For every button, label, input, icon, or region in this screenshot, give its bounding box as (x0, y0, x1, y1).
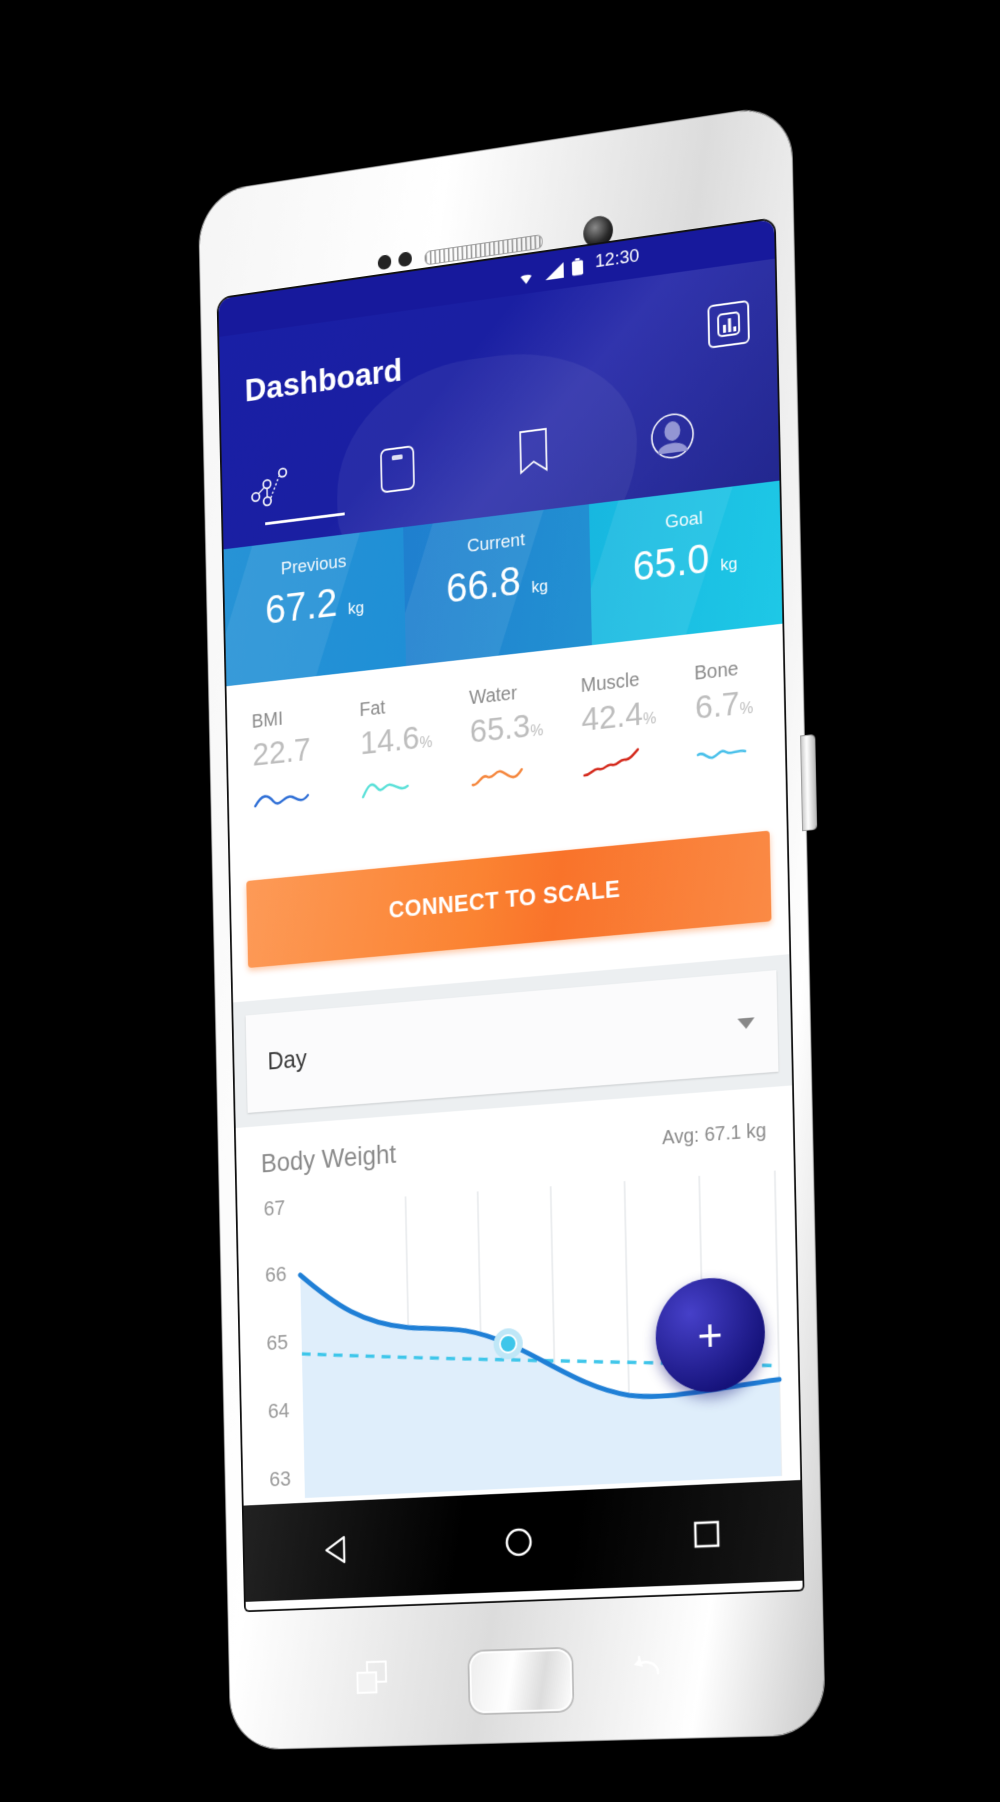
svg-text:66: 66 (265, 1263, 287, 1287)
svg-text:65: 65 (266, 1331, 288, 1355)
svg-text:63: 63 (269, 1467, 291, 1491)
svg-text:67: 67 (263, 1196, 285, 1220)
svg-text:64: 64 (268, 1399, 290, 1423)
